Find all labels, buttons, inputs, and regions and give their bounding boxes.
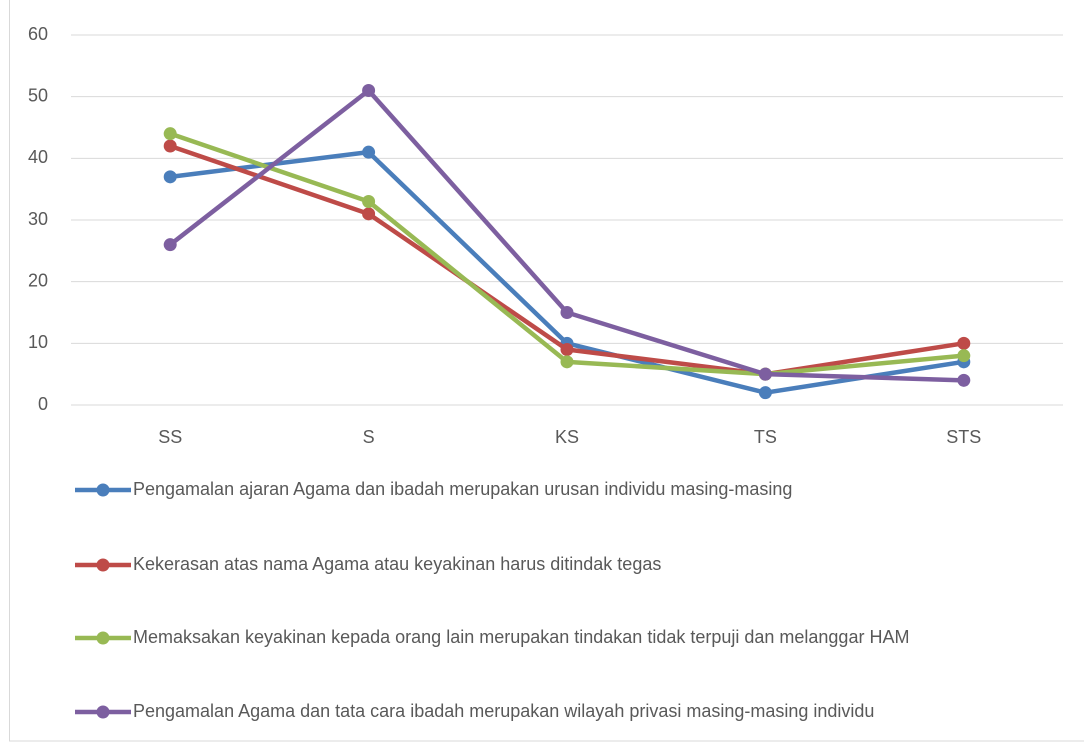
marker bbox=[758, 386, 772, 400]
marker bbox=[163, 170, 177, 184]
x-tick-label: TS bbox=[754, 427, 777, 447]
x-tick-label: KS bbox=[555, 427, 579, 447]
marker bbox=[362, 207, 376, 221]
y-tick-label: 10 bbox=[28, 332, 48, 352]
legend-label: Pengamalan ajaran Agama dan ibadah merup… bbox=[133, 479, 793, 499]
legend-marker bbox=[96, 631, 110, 645]
legend-marker bbox=[96, 705, 110, 719]
marker bbox=[362, 84, 376, 97]
y-tick-label: 50 bbox=[28, 85, 48, 105]
chart-border bbox=[9, 0, 1084, 742]
x-tick-label: SS bbox=[158, 427, 182, 447]
marker bbox=[560, 306, 574, 319]
marker bbox=[163, 238, 177, 252]
marker bbox=[957, 336, 971, 350]
legend-item: Memaksakan keyakinan kepada orang lain m… bbox=[75, 623, 1065, 653]
legend-marker bbox=[96, 558, 110, 572]
marker bbox=[758, 367, 772, 381]
marker bbox=[163, 127, 177, 141]
marker bbox=[560, 343, 574, 356]
y-tick-label: 20 bbox=[28, 270, 48, 290]
marker bbox=[957, 349, 971, 363]
y-tick-label: 60 bbox=[28, 24, 48, 44]
legend-item: Pengamalan ajaran Agama dan ibadah merup… bbox=[75, 475, 1065, 505]
marker bbox=[362, 195, 376, 208]
legend-key bbox=[75, 483, 131, 497]
y-tick-label: 40 bbox=[28, 147, 48, 167]
x-tick-label: S bbox=[363, 427, 375, 447]
marker bbox=[163, 139, 177, 153]
marker bbox=[560, 355, 574, 369]
legend-key bbox=[75, 631, 131, 645]
legend-label: Kekerasan atas nama Agama atau keyakinan… bbox=[133, 554, 662, 574]
legend-item: Pengamalan Agama dan tata cara ibadah me… bbox=[75, 697, 1065, 727]
legend-key bbox=[75, 558, 131, 572]
legend-item: Kekerasan atas nama Agama atau keyakinan… bbox=[75, 550, 1065, 580]
legend-label: Pengamalan Agama dan tata cara ibadah me… bbox=[133, 701, 875, 721]
legend-key bbox=[75, 705, 131, 719]
marker bbox=[957, 373, 971, 387]
y-tick-label: 30 bbox=[28, 209, 48, 229]
legend-label: Memaksakan keyakinan kepada orang lain m… bbox=[133, 627, 910, 647]
marker bbox=[362, 145, 376, 159]
y-tick-label: 0 bbox=[38, 394, 48, 414]
x-tick-label: STS bbox=[946, 427, 981, 447]
legend-marker bbox=[96, 483, 110, 497]
